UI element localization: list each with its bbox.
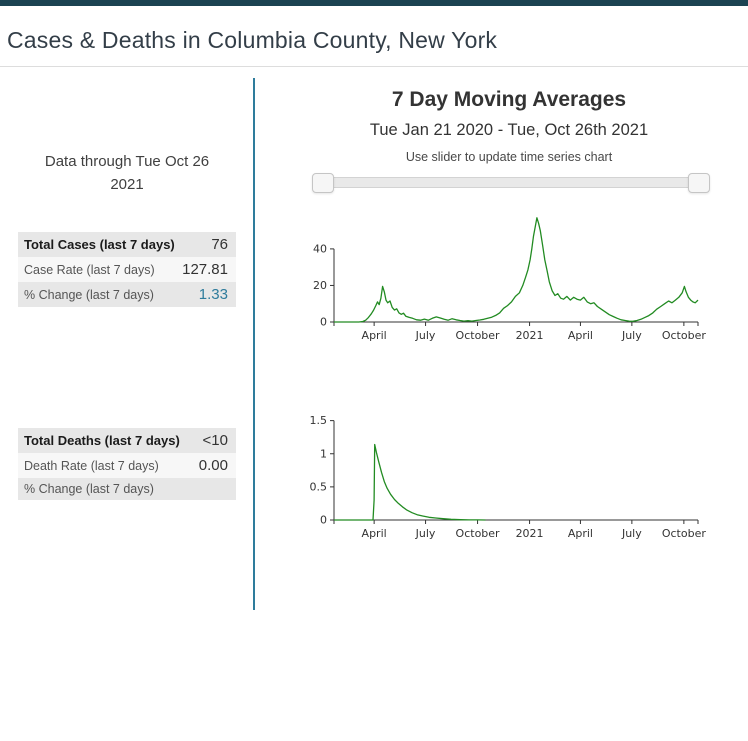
stat-label-death-pct-change: % Change (last 7 days) (24, 482, 154, 496)
chart-date-range: Tue Jan 21 2020 - Tue, Oct 26th 2021 (369, 121, 649, 139)
stat-value-total-cases: 76 (211, 236, 228, 253)
svg-text:July: July (621, 527, 642, 540)
svg-text:October: October (456, 527, 500, 540)
stat-label-case-pct-change: % Change (last 7 days) (24, 287, 154, 302)
svg-text:2021: 2021 (516, 527, 544, 540)
svg-text:July: July (415, 329, 436, 342)
slider-handle-end[interactable] (688, 173, 710, 193)
svg-text:0.5: 0.5 (310, 480, 328, 493)
chart-section-title: 7 Day Moving Averages (391, 88, 627, 111)
svg-text:0: 0 (320, 316, 327, 329)
slider-hint: Use slider to update time series chart (405, 150, 613, 164)
stat-row-case-pct-change: % Change (last 7 days) 1.33 (18, 282, 236, 307)
cases-stats-table: Total Cases (last 7 days) 76 Case Rate (… (18, 232, 236, 307)
deaths-stats-table: Total Deaths (last 7 days) <10 Death Rat… (18, 428, 236, 500)
svg-text:April: April (362, 329, 387, 342)
svg-text:2021: 2021 (516, 329, 544, 342)
deaths-line-chart: April July October 2021 April July October 0 0.5… (310, 414, 707, 540)
data-through-note: Data through Tue Oct 26 2021 (44, 153, 210, 193)
stat-label-case-rate: Case Rate (last 7 days) (24, 262, 155, 277)
svg-text:October: October (662, 329, 706, 342)
svg-text:1.5: 1.5 (310, 414, 328, 427)
svg-text:October: October (456, 329, 500, 342)
stat-row-death-pct-change: % Change (last 7 days) (18, 478, 236, 500)
time-range-slider[interactable] (312, 173, 710, 193)
svg-text:October: October (662, 527, 706, 540)
svg-text:July: July (621, 329, 642, 342)
cases-line-chart: April July October 2021 April July October 0 20 4… (313, 217, 706, 342)
svg-text:April: April (568, 527, 593, 540)
slider-handle-start[interactable] (312, 173, 334, 193)
stat-row-total-deaths: Total Deaths (last 7 days) <10 (18, 428, 236, 453)
svg-text:1: 1 (320, 447, 327, 460)
page-title: Cases & Deaths in Columbia County, New Y… (7, 27, 498, 53)
svg-text:April: April (568, 329, 593, 342)
stat-value-case-rate: 127.81 (182, 261, 228, 278)
svg-text:July: July (415, 527, 436, 540)
stat-row-case-rate: Case Rate (last 7 days) 127.81 (18, 257, 236, 282)
stat-value-death-rate: 0.00 (198, 457, 228, 474)
svg-text:April: April (362, 527, 387, 540)
svg-text:40: 40 (313, 242, 327, 255)
stat-label-total-deaths: Total Deaths (last 7 days) (24, 433, 180, 448)
stat-value-case-pct-change: 1.33 (198, 286, 228, 303)
panel-divider (253, 78, 255, 610)
stat-row-death-rate: Death Rate (last 7 days) 0.00 (18, 453, 236, 478)
stat-value-total-deaths: <10 (202, 432, 228, 449)
stat-row-total-cases: Total Cases (last 7 days) 76 (18, 232, 236, 257)
svg-text:20: 20 (313, 279, 327, 292)
stat-label-total-cases: Total Cases (last 7 days) (24, 237, 175, 252)
header-divider (0, 66, 748, 67)
stat-label-death-rate: Death Rate (last 7 days) (24, 458, 159, 473)
top-accent-bar (0, 0, 748, 6)
svg-text:0: 0 (320, 514, 327, 527)
